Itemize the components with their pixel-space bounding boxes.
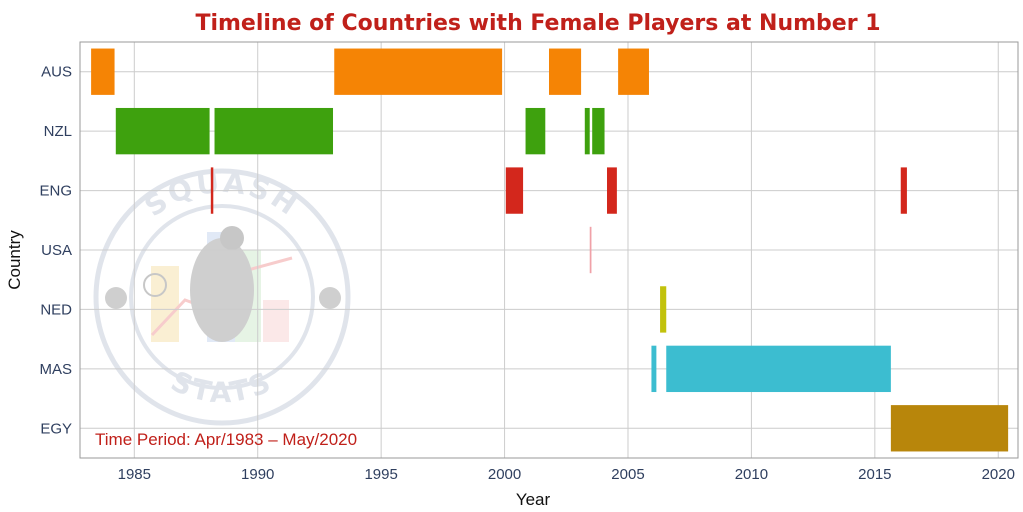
- y-tick-label: NZL: [44, 123, 72, 140]
- timeline-bars: [91, 48, 1009, 452]
- svg-text:STATS: STATS: [166, 364, 278, 409]
- watermark-top-text: SQUASH: [138, 166, 302, 223]
- axes: 1985 1990 1995 2000 2005 2010 2015 2020 AUS NZL EN…: [39, 41, 1019, 483]
- x-tick-label: 1990: [241, 466, 274, 483]
- y-tick-label: MAS: [39, 361, 72, 378]
- bar-mas: [651, 345, 657, 393]
- bar-aus: [549, 48, 582, 95]
- chart-title: Timeline of Countries with Female Player…: [195, 11, 880, 36]
- x-axis-label: Year: [516, 490, 551, 509]
- bar-aus: [618, 48, 649, 95]
- squash-stats-watermark: SQUASH STATS: [93, 166, 351, 426]
- y-tick-label: AUS: [41, 64, 72, 81]
- x-tick-label: 1985: [118, 466, 151, 483]
- bar-nzl: [584, 107, 590, 155]
- y-tick-label: NED: [40, 301, 72, 318]
- y-tick-label: EGY: [40, 420, 72, 437]
- x-tick-label: 2000: [488, 466, 521, 483]
- bar-nzl: [592, 107, 605, 155]
- bar-mas: [666, 345, 891, 393]
- x-tick-label: 2010: [735, 466, 768, 483]
- plot-frame: [79, 41, 1019, 459]
- bar-nzl: [525, 107, 546, 155]
- bar-nzl: [214, 107, 334, 155]
- bar-aus: [334, 48, 503, 95]
- y-axis-label: Country: [5, 230, 24, 290]
- y-tick-label: USA: [41, 242, 72, 259]
- x-tick-label: 2020: [982, 466, 1015, 483]
- bar-eng: [210, 167, 214, 214]
- bar-aus: [91, 48, 115, 95]
- bar-egy: [890, 405, 1009, 452]
- time-period-annotation: Time Period: Apr/1983 – May/2020: [95, 430, 357, 449]
- watermark-bottom-text: STATS: [166, 364, 275, 409]
- x-tick-label: 1995: [364, 466, 397, 483]
- bar-eng: [505, 167, 524, 214]
- bar-ned: [660, 286, 667, 333]
- x-tick-label: 2005: [611, 466, 644, 483]
- x-tick-label: 2015: [858, 466, 891, 483]
- svg-text:SQUASH: SQUASH: [138, 166, 305, 223]
- bar-eng: [900, 167, 907, 214]
- bar-eng: [607, 167, 617, 214]
- bar-nzl: [115, 107, 210, 155]
- y-tick-label: ENG: [39, 183, 72, 200]
- bar-usa: [589, 226, 592, 274]
